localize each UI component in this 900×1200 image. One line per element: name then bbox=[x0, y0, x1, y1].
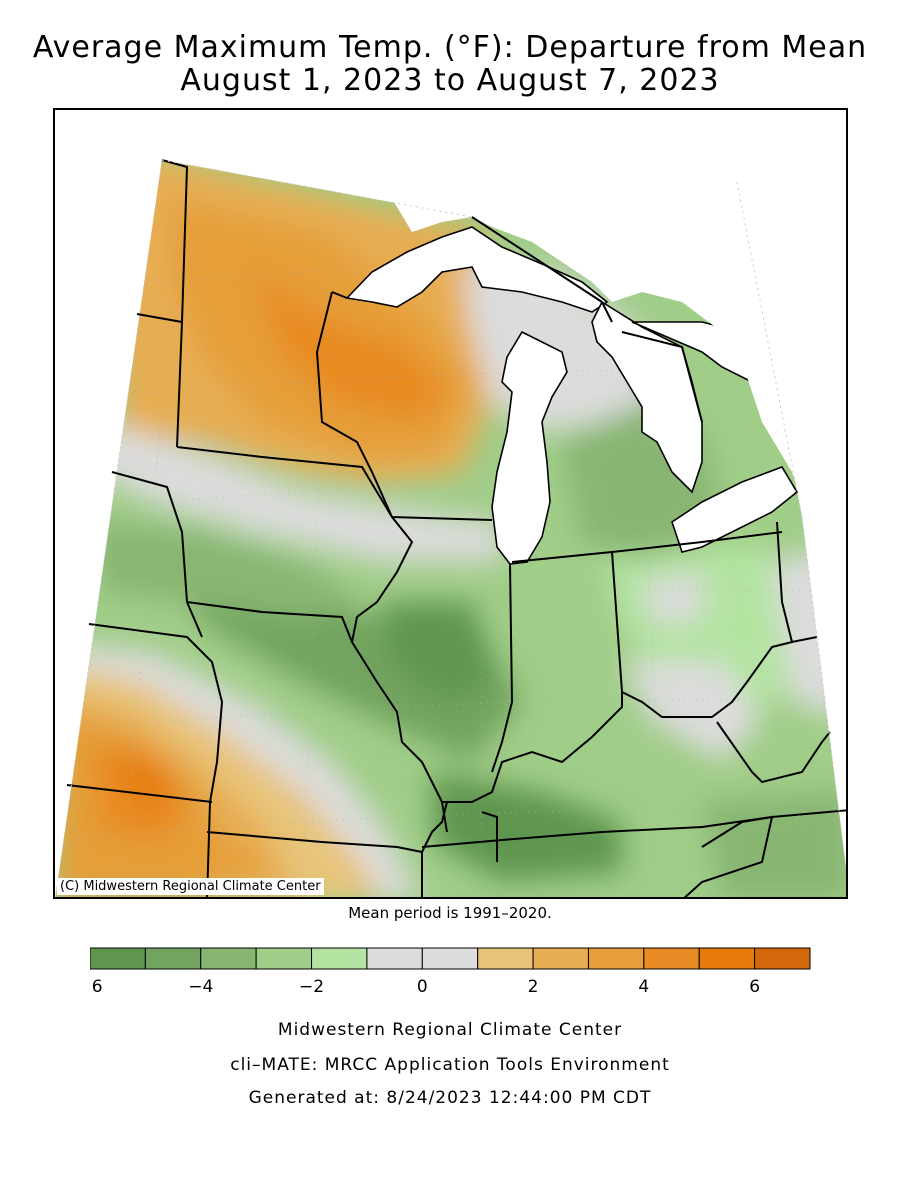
legend-bin bbox=[754, 947, 811, 970]
legend-bin bbox=[200, 947, 257, 970]
legend-bin bbox=[366, 947, 423, 970]
legend-tick-label: 4 bbox=[638, 977, 649, 997]
footer-generated: Generated at: 8/24/2023 12:44:00 PM CDT bbox=[248, 1088, 652, 1108]
legend-tick-label: 6 bbox=[749, 977, 760, 997]
legend-bin bbox=[587, 947, 645, 970]
legend-tick-label: −4 bbox=[188, 977, 213, 997]
footer-organization: Midwestern Regional Climate Center bbox=[277, 1020, 623, 1040]
mean-period-note: Mean period is 1991–2020. bbox=[348, 904, 552, 922]
legend-bins bbox=[90, 947, 811, 970]
legend-ticks: −6 −4 −2 0 2 4 6 bbox=[90, 977, 760, 997]
great-lakes bbox=[345, 122, 799, 565]
lake-superior bbox=[345, 226, 609, 313]
map-title: Average Maximum Temp. (°F): Departure fr… bbox=[32, 30, 868, 65]
map-graphic bbox=[55, 110, 846, 897]
map-date-range: August 1, 2023 to August 7, 2023 bbox=[180, 63, 720, 98]
departure-map: (C) Midwestern Regional Climate Center bbox=[53, 108, 848, 899]
lake-michigan bbox=[491, 330, 568, 565]
legend-bin bbox=[311, 947, 368, 970]
color-scale-legend: −6 −4 −2 0 2 4 6 bbox=[90, 947, 811, 997]
lake-erie bbox=[671, 466, 799, 553]
map-credit: (C) Midwestern Regional Climate Center bbox=[57, 878, 324, 895]
legend-bin bbox=[421, 947, 479, 970]
legend-bin bbox=[144, 947, 202, 970]
footer-tool: cli–MATE: MRCC Application Tools Environ… bbox=[230, 1055, 670, 1075]
legend-tick-label: 2 bbox=[528, 977, 539, 997]
state-borders bbox=[66, 159, 846, 897]
legend-tick-label: −6 bbox=[90, 977, 103, 997]
legend-tick-label: −2 bbox=[299, 977, 324, 997]
legend-bin bbox=[532, 947, 589, 970]
legend-bin bbox=[90, 947, 146, 970]
legend-bin bbox=[643, 947, 700, 970]
legend-tick-label: 0 bbox=[417, 977, 428, 997]
legend-bin bbox=[477, 947, 534, 970]
canada-area bbox=[382, 110, 846, 516]
legend-bin bbox=[255, 947, 313, 970]
legend-bin bbox=[698, 947, 756, 970]
